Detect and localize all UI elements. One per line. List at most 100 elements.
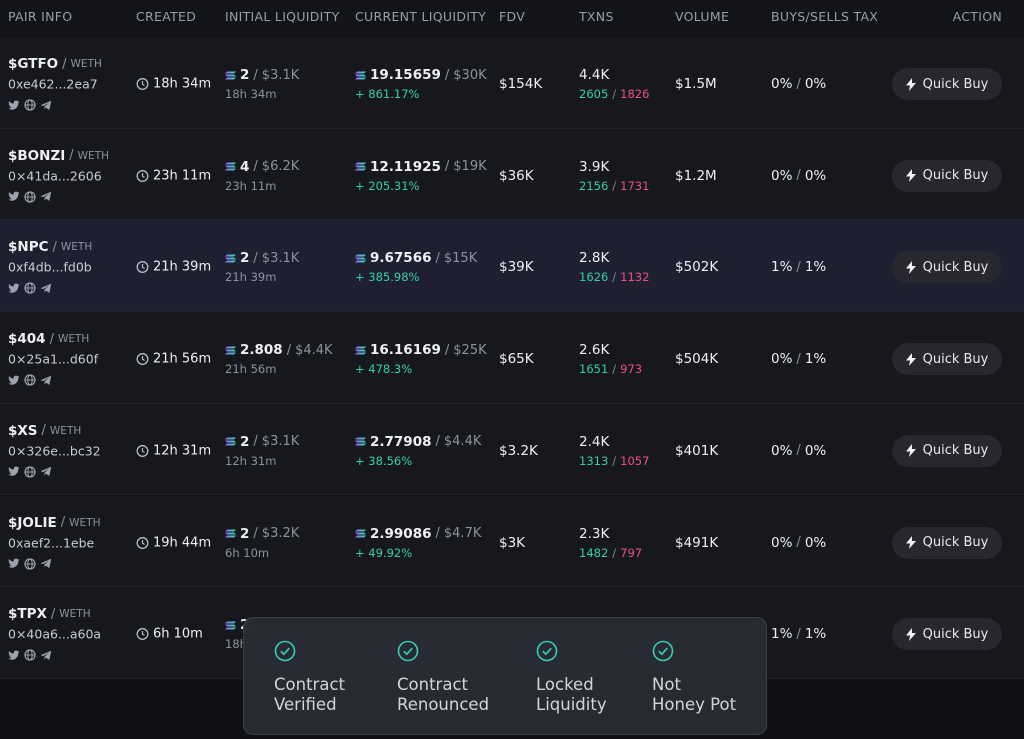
clock-icon: [136, 353, 149, 366]
sol-icon: [225, 162, 236, 171]
bolt-icon: [905, 260, 916, 274]
bolt-icon: [905, 352, 916, 366]
buy-tax: 0%: [771, 442, 793, 459]
sol-icon: [355, 437, 366, 446]
social-links: [8, 649, 52, 661]
separator: /: [253, 526, 258, 541]
initial-age: 21h 56m: [225, 362, 276, 376]
init-usd: $6.2K: [261, 159, 300, 175]
separator: /: [435, 250, 440, 266]
sol-icon: [225, 346, 236, 355]
sol-icon: [355, 254, 366, 263]
sells: 1057: [620, 453, 650, 468]
init-age: 23h 11m: [225, 178, 277, 193]
sells: 973: [620, 362, 643, 377]
fdv: $36K: [499, 167, 534, 184]
init-age: 12h 31m: [225, 453, 277, 468]
liquidity-change: + 861.17%: [355, 87, 419, 101]
current-liquidity: 9.67566/$15K: [355, 250, 477, 266]
txns: 2.3K: [579, 526, 609, 542]
current-liquidity: 12.11925/$19K: [355, 159, 487, 175]
globe-icon: [24, 374, 36, 386]
sol-icon: [225, 254, 236, 263]
liquidity-change: + 385.98%: [355, 270, 419, 284]
volume: $401K: [675, 443, 718, 459]
sell-tax: 1%: [804, 259, 827, 276]
sol-icon: [355, 529, 366, 538]
quick-buy-button[interactable]: Quick Buy: [892, 251, 1002, 284]
initial-age: 18h: [225, 637, 247, 651]
initial-age: 6h 10m: [225, 546, 269, 560]
volume: $401K: [675, 442, 719, 459]
init-amount: 2: [240, 250, 250, 267]
column-header: PAIR INFO: [8, 9, 73, 24]
sell-tax: 1%: [804, 626, 827, 643]
separator: /: [52, 239, 57, 255]
quick-buy-button[interactable]: Quick Buy: [892, 159, 1002, 192]
separator: /: [253, 67, 258, 83]
quote-token: WETH: [59, 608, 91, 621]
pair-address: 0xaef2...1ebe: [8, 535, 95, 550]
separator: /: [796, 626, 801, 642]
quote-token: WETH: [70, 58, 102, 70]
cur-amount: 16.16169: [370, 342, 441, 359]
social-links: [8, 374, 52, 386]
initial-liquidity: 2/$3.1K: [225, 250, 299, 266]
separator: /: [253, 250, 258, 266]
initial-liquidity: 2/$3.1K: [225, 67, 299, 83]
buy-tax: 1%: [771, 626, 793, 643]
txns: 2.4K: [579, 434, 609, 450]
quick-buy-button[interactable]: Quick Buy: [892, 434, 1002, 467]
separator: /: [612, 270, 617, 285]
buys: 2156: [579, 178, 609, 193]
separator: /: [60, 515, 66, 530]
separator: /: [286, 342, 292, 358]
quick-buy-button[interactable]: Quick Buy: [892, 68, 1002, 100]
cur-usd: $4.7K: [443, 526, 482, 541]
column-header: CURRENT LIQUIDITY: [355, 9, 487, 24]
twitter-icon: [8, 375, 20, 385]
quick-buy-button[interactable]: Quick Buy: [892, 343, 1002, 376]
quick-buy-button[interactable]: Quick Buy: [892, 526, 1002, 559]
initial-liquidity: 2/$3.2K: [225, 526, 299, 542]
txns: 2.6K: [579, 342, 609, 358]
buy-tax: 0%: [771, 351, 793, 368]
pair-name: $JOLIE / WETH: [8, 515, 100, 531]
bolt-icon: [905, 444, 916, 458]
liquidity-change: + 861.17%: [355, 87, 420, 101]
buys-sells: 1482/797: [579, 546, 642, 560]
telegram-icon: [40, 467, 52, 477]
created-age: 21h 39m: [153, 259, 212, 275]
pair-name: $XS / WETH: [8, 423, 81, 439]
separator: /: [796, 443, 801, 459]
pair-name: $404/WETH: [8, 331, 89, 347]
safety-overlay: Contract Verified Contract Renounced Locked L…: [243, 617, 767, 735]
social-links: [8, 466, 52, 478]
quote-token: WETH: [69, 516, 101, 529]
tax: 0%/1%: [771, 351, 826, 367]
column-header: CREATED: [136, 9, 197, 24]
separator: /: [612, 362, 617, 377]
sol-icon: [355, 346, 366, 355]
cur-usd: $15K: [443, 250, 478, 266]
created-age: 21h 56m: [153, 351, 212, 367]
init-amount: 4: [240, 158, 250, 175]
button-label: Quick Buy: [922, 351, 989, 367]
created-age: 19h 44m: [153, 535, 212, 550]
pair-address: 0×25a1...d60f: [8, 352, 98, 367]
tax: 1%/1%: [771, 259, 826, 275]
txns-total: 3.9K: [579, 158, 610, 175]
volume: $491K: [675, 535, 718, 551]
quick-buy-button[interactable]: Quick Buy: [892, 618, 1002, 651]
pair-address: 0xe462...2ea7: [8, 76, 98, 92]
fdv: $39K: [499, 259, 534, 275]
init-usd: $3.1K: [261, 434, 300, 450]
volume: $504K: [675, 351, 718, 367]
clock-icon: [136, 444, 149, 457]
quote-token: WETH: [60, 241, 93, 254]
clock-icon: [136, 78, 149, 90]
volume: $1.5M: [675, 76, 717, 92]
init-age: 18h: [225, 637, 247, 652]
badge-line: Contract: [397, 675, 468, 694]
sells: 797: [620, 545, 643, 560]
